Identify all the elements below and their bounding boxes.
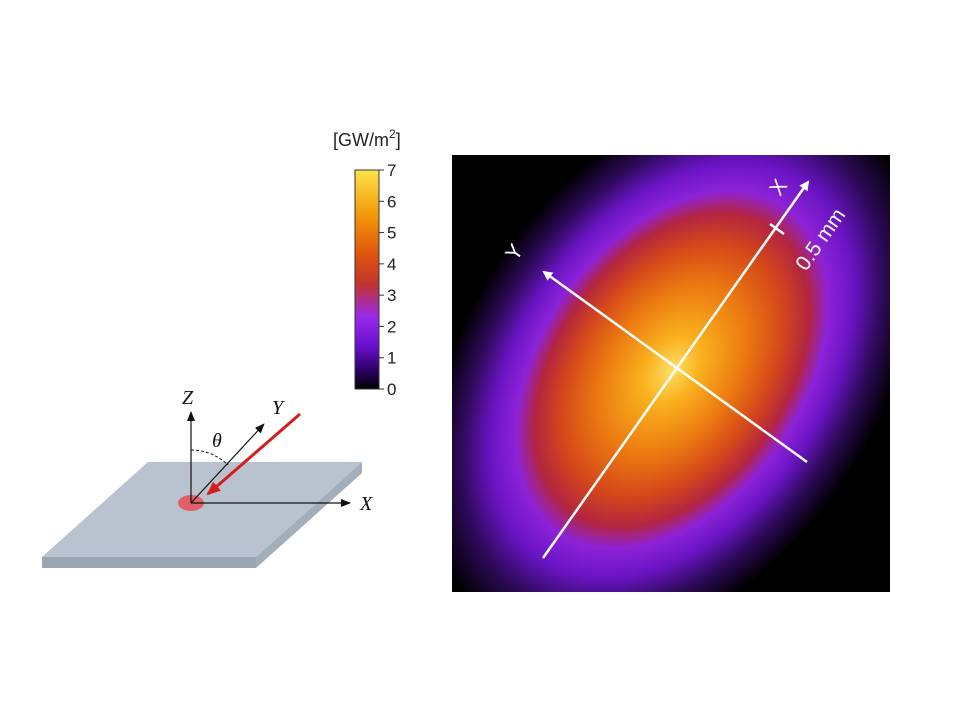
x-axis-label: X	[359, 493, 373, 515]
theta-label: θ	[212, 430, 222, 452]
colorbar-tick-label: 5	[387, 224, 396, 243]
plate-top	[42, 462, 362, 557]
colorbar-gradient	[354, 169, 380, 390]
scale-tick	[769, 222, 785, 236]
plate-front-edge	[42, 557, 256, 568]
beam-intensity-spot	[452, 155, 890, 592]
plate-schematic: Z Y X θ	[42, 387, 373, 568]
colorbar-tick-label: 0	[387, 380, 396, 399]
colorbar-tick-label: 1	[387, 349, 396, 368]
colorbar-ticks: 0 1 2 3 4 5 6 7	[379, 161, 396, 399]
colorbar-tick-label: 2	[387, 317, 396, 336]
colorbar-tick-label: 6	[387, 192, 396, 211]
y-axis	[190, 423, 265, 504]
colorbar-tick-label: 3	[387, 286, 396, 305]
colorbar-tick-label: 4	[387, 255, 396, 274]
plate-side-edge	[256, 462, 362, 568]
incident-beam-arrow	[206, 412, 301, 496]
z-axis-label: Z	[182, 387, 194, 409]
theta-arc	[190, 449, 229, 466]
beam-map: X Y 0.5 mm	[452, 155, 890, 592]
colorbar: [GW/m2] 0 1 2 3 4 5 6 7	[333, 127, 401, 399]
colorbar-unit-label: [GW/m2]	[333, 127, 401, 150]
colorbar-tick-label: 7	[387, 161, 396, 180]
y-axis-label: Y	[272, 397, 285, 419]
beam-x-axis	[541, 180, 810, 559]
beam-y-axis	[542, 270, 808, 464]
